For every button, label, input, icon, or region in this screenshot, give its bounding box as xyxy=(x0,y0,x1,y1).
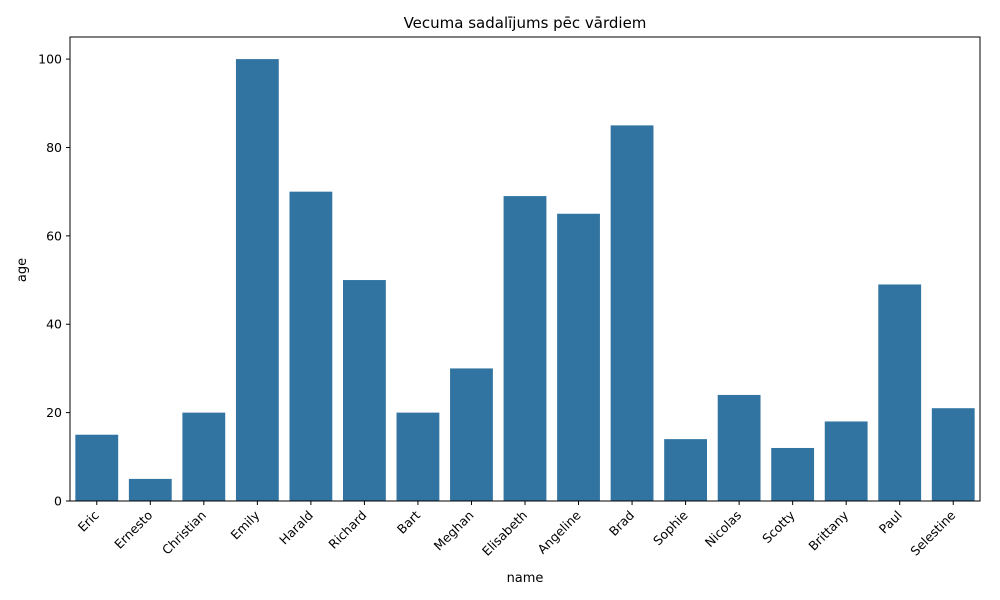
y-tick-label: 0 xyxy=(54,494,62,509)
x-axis-label: name xyxy=(507,571,544,586)
bar-nicolas xyxy=(717,394,761,501)
bar-brittany xyxy=(824,421,868,501)
x-tick-label: Ernesto xyxy=(111,508,155,552)
bar-paul xyxy=(878,284,922,501)
bar-bart xyxy=(396,412,440,501)
bar-emily xyxy=(235,59,279,501)
x-tick-label: Richard xyxy=(325,508,369,552)
bar-angeline xyxy=(557,213,600,501)
x-tick-label: Meghan xyxy=(431,508,477,554)
bar-brad xyxy=(610,125,654,501)
y-axis-label: age xyxy=(15,258,30,282)
y-axis-ticks: 0 20 40 60 80 100 xyxy=(38,52,70,509)
y-tick-label: 40 xyxy=(46,317,62,332)
x-tick-label: Eric xyxy=(75,507,102,534)
x-tick-label: Scotty xyxy=(759,507,798,546)
bar-ernesto xyxy=(128,478,172,501)
bar-eric xyxy=(75,434,119,501)
x-tick-label: Nicolas xyxy=(702,508,744,550)
x-tick-label: Brittany xyxy=(805,507,851,553)
x-tick-label: Emily xyxy=(228,507,263,542)
y-tick-label: 60 xyxy=(46,228,62,243)
y-tick-label: 80 xyxy=(46,140,62,155)
bar-harald xyxy=(289,191,333,501)
bar-meghan xyxy=(450,368,493,501)
x-tick-label: Christian xyxy=(159,508,209,558)
bar-christian xyxy=(182,412,226,501)
bar-elisabeth xyxy=(503,196,547,502)
bar-selestine xyxy=(931,408,975,501)
x-tick-label: Angeline xyxy=(534,507,583,556)
x-tick-label: Paul xyxy=(876,508,905,537)
x-tick-label: Bart xyxy=(394,507,423,536)
bar-sophie xyxy=(664,439,707,501)
bar-richard xyxy=(343,280,386,501)
y-tick-label: 20 xyxy=(46,405,62,420)
x-tick-label: Harald xyxy=(276,508,316,548)
y-tick-label: 100 xyxy=(38,52,62,67)
bars-group xyxy=(75,59,975,502)
x-tick-label: Sophie xyxy=(650,507,691,548)
x-tick-label: Elisabeth xyxy=(479,508,530,559)
x-tick-label: Selestine xyxy=(907,507,958,558)
chart-title: Vecuma sadalījums pēc vārdiem xyxy=(404,14,647,32)
x-tick-label: Brad xyxy=(606,508,637,539)
bar-scotty xyxy=(771,447,815,501)
plot-frame xyxy=(69,36,981,502)
x-axis-ticks: Eric Ernesto Christian Emily Harald Richard Ba… xyxy=(75,501,959,559)
